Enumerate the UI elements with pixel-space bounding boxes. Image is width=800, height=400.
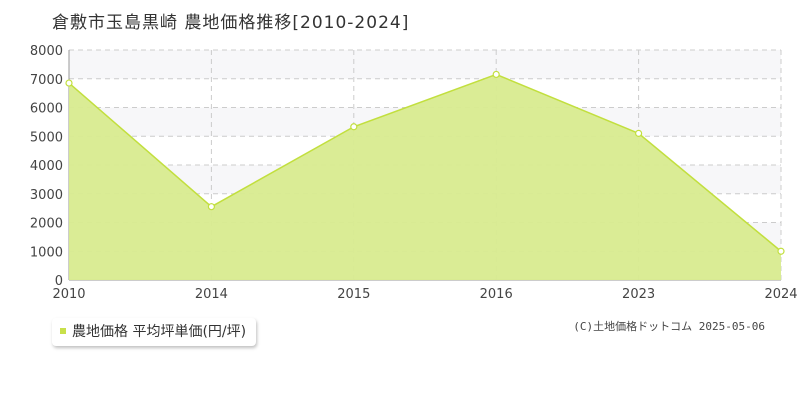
x-tick-label: 2023 [622,287,655,302]
y-tick-label: 8000 [30,44,63,59]
data-point [207,203,215,211]
x-tick-label: 2014 [195,287,228,302]
data-point [492,70,500,79]
y-tick-label: 2000 [30,217,63,232]
y-tick-label: 0 [55,274,63,289]
data-point [65,79,73,87]
background-band [69,50,781,79]
x-tick-label: 2024 [764,287,797,302]
legend: 農地価格 平均坪単価(円/坪) [52,318,257,346]
chart-title: 倉敷市玉島黒崎 農地価格推移[2010-2024] [52,13,410,33]
x-tick-label: 2015 [337,287,370,302]
y-tick-label: 3000 [30,188,63,203]
x-tick-label: 2016 [480,287,513,302]
copyright-text: (C)土地価格ドットコム 2025-05-06 [573,320,765,333]
data-point [350,123,358,131]
y-tick-label: 1000 [30,245,63,260]
legend-label: 農地価格 平均坪単価(円/坪) [72,324,247,340]
data-point [777,247,785,255]
y-tick-label: 7000 [30,73,63,88]
data-point [634,129,643,137]
y-tick-label: 5000 [30,130,63,145]
series-line [68,73,782,252]
series-area [69,74,781,280]
x-tick-label: 2010 [52,287,85,302]
y-tick-label: 4000 [30,159,63,174]
legend-swatch [60,328,66,334]
y-tick-label: 6000 [30,102,63,117]
